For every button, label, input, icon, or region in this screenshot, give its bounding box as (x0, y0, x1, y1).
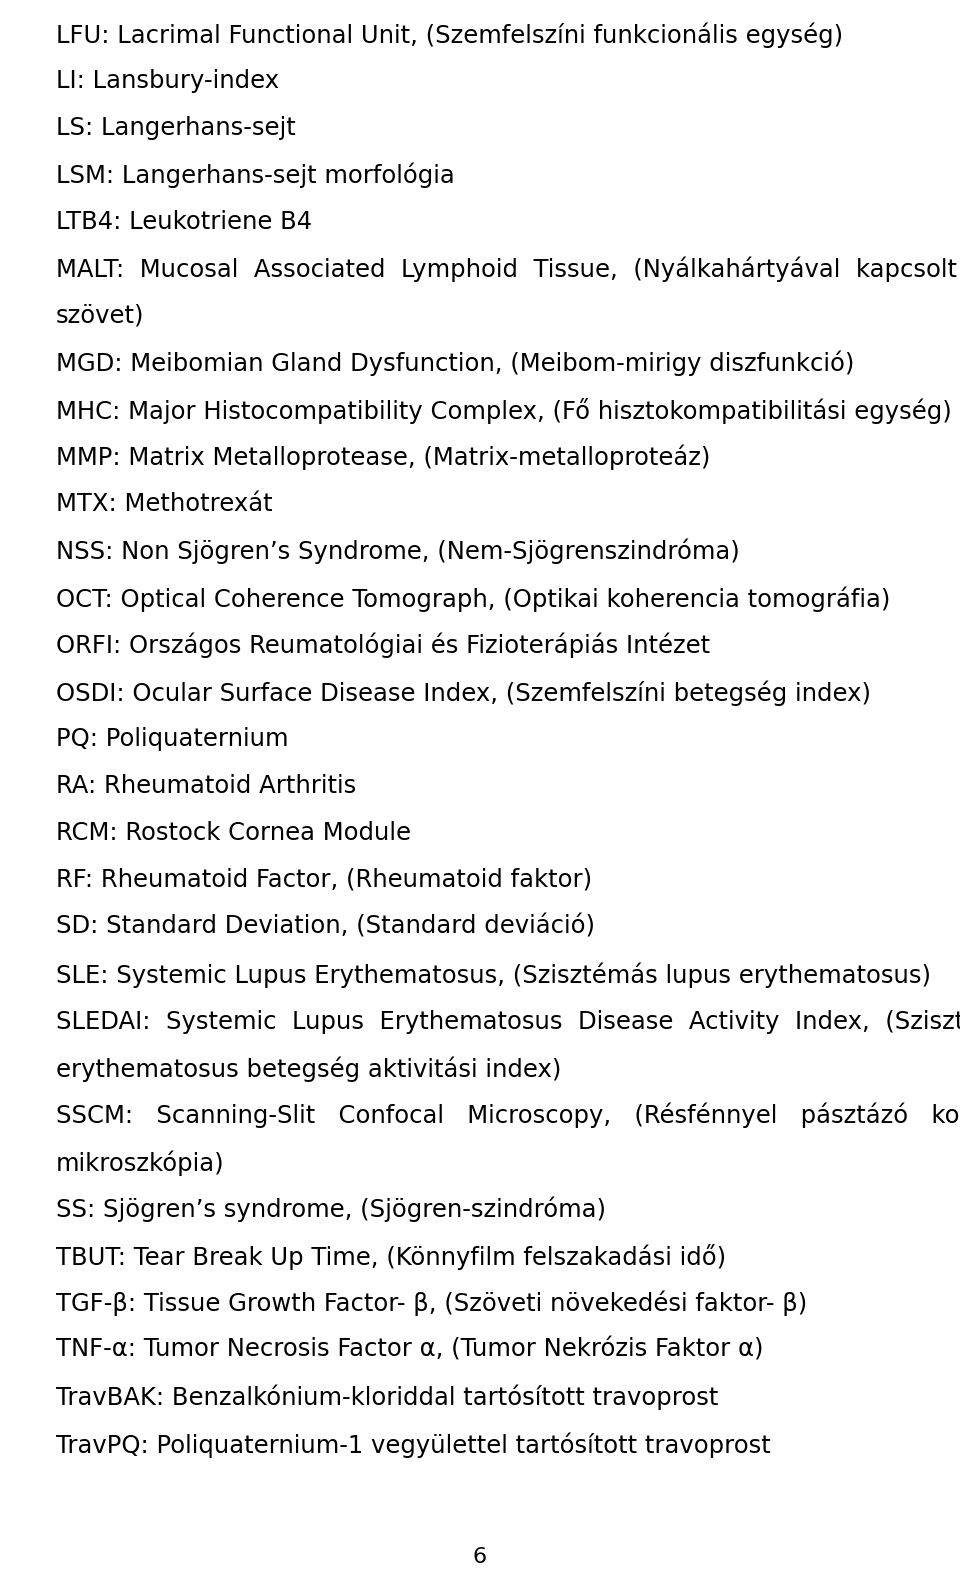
Text: SLE: Systemic Lupus Erythematosus, (Szisztémás lupus erythematosus): SLE: Systemic Lupus Erythematosus, (Szis… (56, 962, 931, 987)
Text: TBUT: Tear Break Up Time, (Könnyfilm felszakadási idő): TBUT: Tear Break Up Time, (Könnyfilm fel… (56, 1244, 726, 1270)
Text: PQ: Poliquaternium: PQ: Poliquaternium (56, 727, 289, 751)
Text: LS: Langerhans-sejt: LS: Langerhans-sejt (56, 116, 296, 140)
Text: LI: Lansbury-index: LI: Lansbury-index (56, 68, 279, 94)
Text: MALT:  Mucosal  Associated  Lymphoid  Tissue,  (Nyálkahártyával  kapcsolt  limfo: MALT: Mucosal Associated Lymphoid Tissue… (56, 257, 960, 282)
Text: SS: Sjögren’s syndrome, (Sjögren-szindróma): SS: Sjögren’s syndrome, (Sjögren-szindró… (56, 1197, 606, 1222)
Text: LTB4: Leukotriene B4: LTB4: Leukotriene B4 (56, 209, 312, 233)
Text: NSS: Non Sjögren’s Syndrome, (Nem-Sjögrenszindróma): NSS: Non Sjögren’s Syndrome, (Nem-Sjögre… (56, 540, 740, 565)
Text: LFU: Lacrimal Functional Unit, (Szemfelszíni funkcionális egység): LFU: Lacrimal Functional Unit, (Szemfels… (56, 22, 843, 48)
Text: MTX: Methotrexát: MTX: Methotrexát (56, 492, 273, 516)
Text: SLEDAI:  Systemic  Lupus  Erythematosus  Disease  Activity  Index,  (Szisztémás : SLEDAI: Systemic Lupus Erythematosus Dis… (56, 1009, 960, 1035)
Text: TGF-β: Tissue Growth Factor- β, (Szöveti növekedési faktor- β): TGF-β: Tissue Growth Factor- β, (Szöveti… (56, 1290, 807, 1317)
Text: erythematosus betegség aktivitási index): erythematosus betegség aktivitási index) (56, 1055, 562, 1081)
Text: 6: 6 (473, 1547, 487, 1566)
Text: TNF-α: Tumor Necrosis Factor α, (Tumor Nekrózis Faktor α): TNF-α: Tumor Necrosis Factor α, (Tumor N… (56, 1338, 763, 1362)
Text: RA: Rheumatoid Arthritis: RA: Rheumatoid Arthritis (56, 774, 356, 798)
Text: SD: Standard Deviation, (Standard deviáció): SD: Standard Deviation, (Standard deviác… (56, 916, 595, 940)
Text: ORFI: Országos Reumatológiai és Fizioterápiás Intézet: ORFI: Országos Reumatológiai és Fizioter… (56, 633, 710, 659)
Text: MGD: Meibomian Gland Dysfunction, (Meibom-mirigy diszfunkció): MGD: Meibomian Gland Dysfunction, (Meibo… (56, 351, 854, 376)
Text: RF: Rheumatoid Factor, (Rheumatoid faktor): RF: Rheumatoid Factor, (Rheumatoid fakto… (56, 868, 592, 892)
Text: szövet): szövet) (56, 305, 145, 329)
Text: SSCM:   Scanning-Slit   Confocal   Microscopy,   (Résfénnyel   pásztázó   konfok: SSCM: Scanning-Slit Confocal Microscopy,… (56, 1103, 960, 1128)
Text: LSM: Langerhans-sejt morfológia: LSM: Langerhans-sejt morfológia (56, 163, 455, 189)
Text: TravBAK: Benzalkónium-kloriddal tartósított travoprost: TravBAK: Benzalkónium-kloriddal tartósít… (56, 1385, 718, 1411)
Text: TravPQ: Poliquaternium-1 vegyülettel tartósított travoprost: TravPQ: Poliquaternium-1 vegyülettel tar… (56, 1431, 771, 1457)
Text: OSDI: Ocular Surface Disease Index, (Szemfelszíni betegség index): OSDI: Ocular Surface Disease Index, (Sze… (56, 679, 871, 706)
Text: mikroszkópia): mikroszkópia) (56, 1151, 225, 1176)
Text: RCM: Rostock Cornea Module: RCM: Rostock Cornea Module (56, 820, 411, 844)
Text: MMP: Matrix Metalloprotease, (Matrix-metalloproteáz): MMP: Matrix Metalloprotease, (Matrix-met… (56, 444, 710, 470)
Text: OCT: Optical Coherence Tomograph, (Optikai koherencia tomográfia): OCT: Optical Coherence Tomograph, (Optik… (56, 586, 890, 611)
Text: MHC: Major Histocompatibility Complex, (Fő hisztokompatibilitási egység): MHC: Major Histocompatibility Complex, (… (56, 398, 951, 424)
